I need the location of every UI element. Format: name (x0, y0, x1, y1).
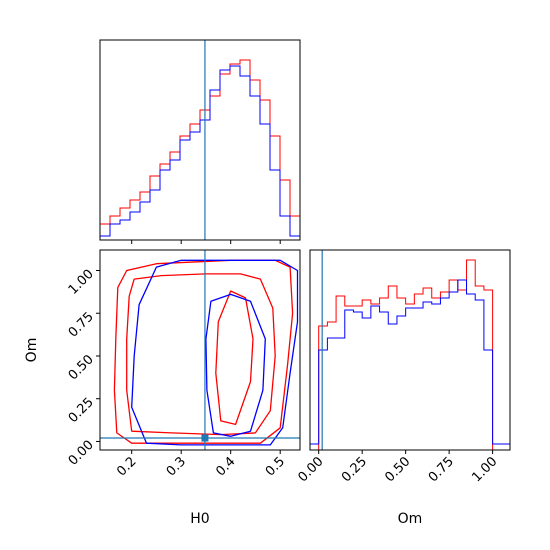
joint-plot-area (100, 250, 300, 450)
om-histogram-blue (309, 279, 511, 450)
h0-histogram-frame (99, 39, 301, 241)
contour-blue-1 (205, 293, 266, 437)
h0-histogram-panel (99, 39, 301, 244)
contour-blue-0 (131, 259, 299, 446)
om-x-tick-label-0: 0.00 (295, 454, 326, 485)
contour-red-0 (113, 259, 294, 444)
joint-truth-marker (201, 434, 209, 442)
joint-y-axis-label: Om (24, 338, 40, 363)
joint-x-axis-label: H0 (190, 511, 209, 527)
om-x-axis-label: Om (398, 511, 423, 527)
om-histogram-panel: 0.00 0.25 0.50 0.75 1.00 (295, 249, 511, 485)
joint-x-tick-label-0: 0.2 (114, 454, 139, 479)
joint-frame (99, 249, 301, 451)
om-x-tick-label-4: 1.00 (469, 454, 500, 485)
om-histogram-frame (309, 249, 511, 451)
joint-y-tick-label-4: 1.00 (66, 267, 97, 298)
joint-y-tick-label-2: 0.50 (66, 352, 97, 383)
joint-x-tick-label-1: 0.3 (164, 454, 189, 479)
h0-om-contour-panel: 0.2 0.3 0.4 0.5 0.00 0.25 0.50 0.75 1.00 (66, 249, 301, 479)
contour-red-1 (126, 273, 276, 436)
joint-x-tick-label-3: 0.5 (263, 454, 288, 479)
joint-y-tick-label-1: 0.25 (66, 395, 97, 426)
om-x-tick-label-1: 0.25 (339, 454, 370, 485)
om-x-tick-label-3: 0.75 (426, 454, 457, 485)
om-histogram-red (310, 259, 510, 451)
joint-y-tick-label-3: 0.75 (66, 309, 97, 340)
contour-red-2 (215, 290, 254, 426)
om-x-tick-label-2: 0.50 (382, 454, 413, 485)
h0-histogram-red (99, 59, 301, 240)
joint-x-tick-label-2: 0.4 (213, 454, 238, 479)
joint-y-tick-label-0: 0.00 (66, 438, 97, 469)
h0-histogram-blue (99, 65, 301, 240)
